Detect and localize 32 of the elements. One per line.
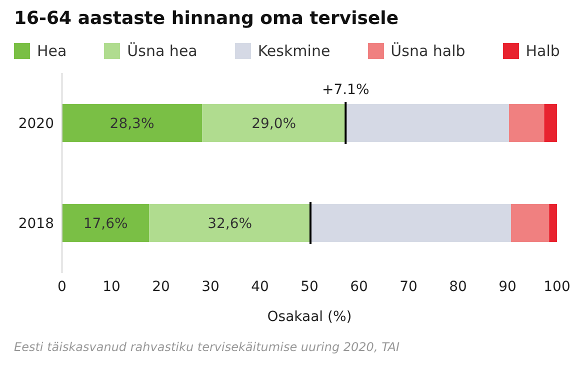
x-tick-label: 80	[449, 278, 467, 295]
legend-label: Üsna hea	[127, 42, 198, 60]
x-tick-label: 40	[251, 278, 269, 295]
data-label: 17,6%	[83, 216, 128, 232]
annotation: +7.1%	[322, 82, 370, 98]
bar	[549, 204, 557, 242]
x-axis-title: Osakaal (%)	[267, 309, 352, 325]
legend-label: Hea	[37, 42, 67, 60]
x-tick-label: 70	[400, 278, 418, 295]
x-tick-label: 0	[58, 278, 66, 295]
x-tick-label: 20	[152, 278, 170, 295]
text: Eesti täiskasvanud rahvastiku tervisekäitumise uuring 2020, TAI	[14, 340, 400, 354]
y-tick-label: 2018	[18, 216, 54, 232]
x-tick-label: 50	[300, 278, 318, 295]
data-label: 32,6%	[208, 216, 252, 232]
chart-title: 16-64 aastaste hinnang oma tervisele	[14, 8, 399, 29]
legend-label: Halb	[526, 42, 560, 60]
bar	[62, 104, 202, 142]
data-label: 29,0%	[252, 116, 296, 132]
data-label: 28,3%	[110, 116, 154, 132]
y-tick-label: 2020	[18, 116, 54, 132]
bar	[508, 104, 544, 142]
legend-label: Keskmine	[258, 42, 330, 60]
x-tick-label: 90	[498, 278, 516, 295]
x-tick-label: 10	[102, 278, 120, 295]
legend-label: Üsna halb	[390, 42, 466, 60]
x-tick-label: 60	[350, 278, 368, 295]
bar	[62, 204, 150, 242]
x-tick-label: 100	[544, 278, 570, 295]
bar	[510, 204, 550, 242]
bar	[544, 104, 557, 142]
x-tick-label: 30	[202, 278, 220, 295]
